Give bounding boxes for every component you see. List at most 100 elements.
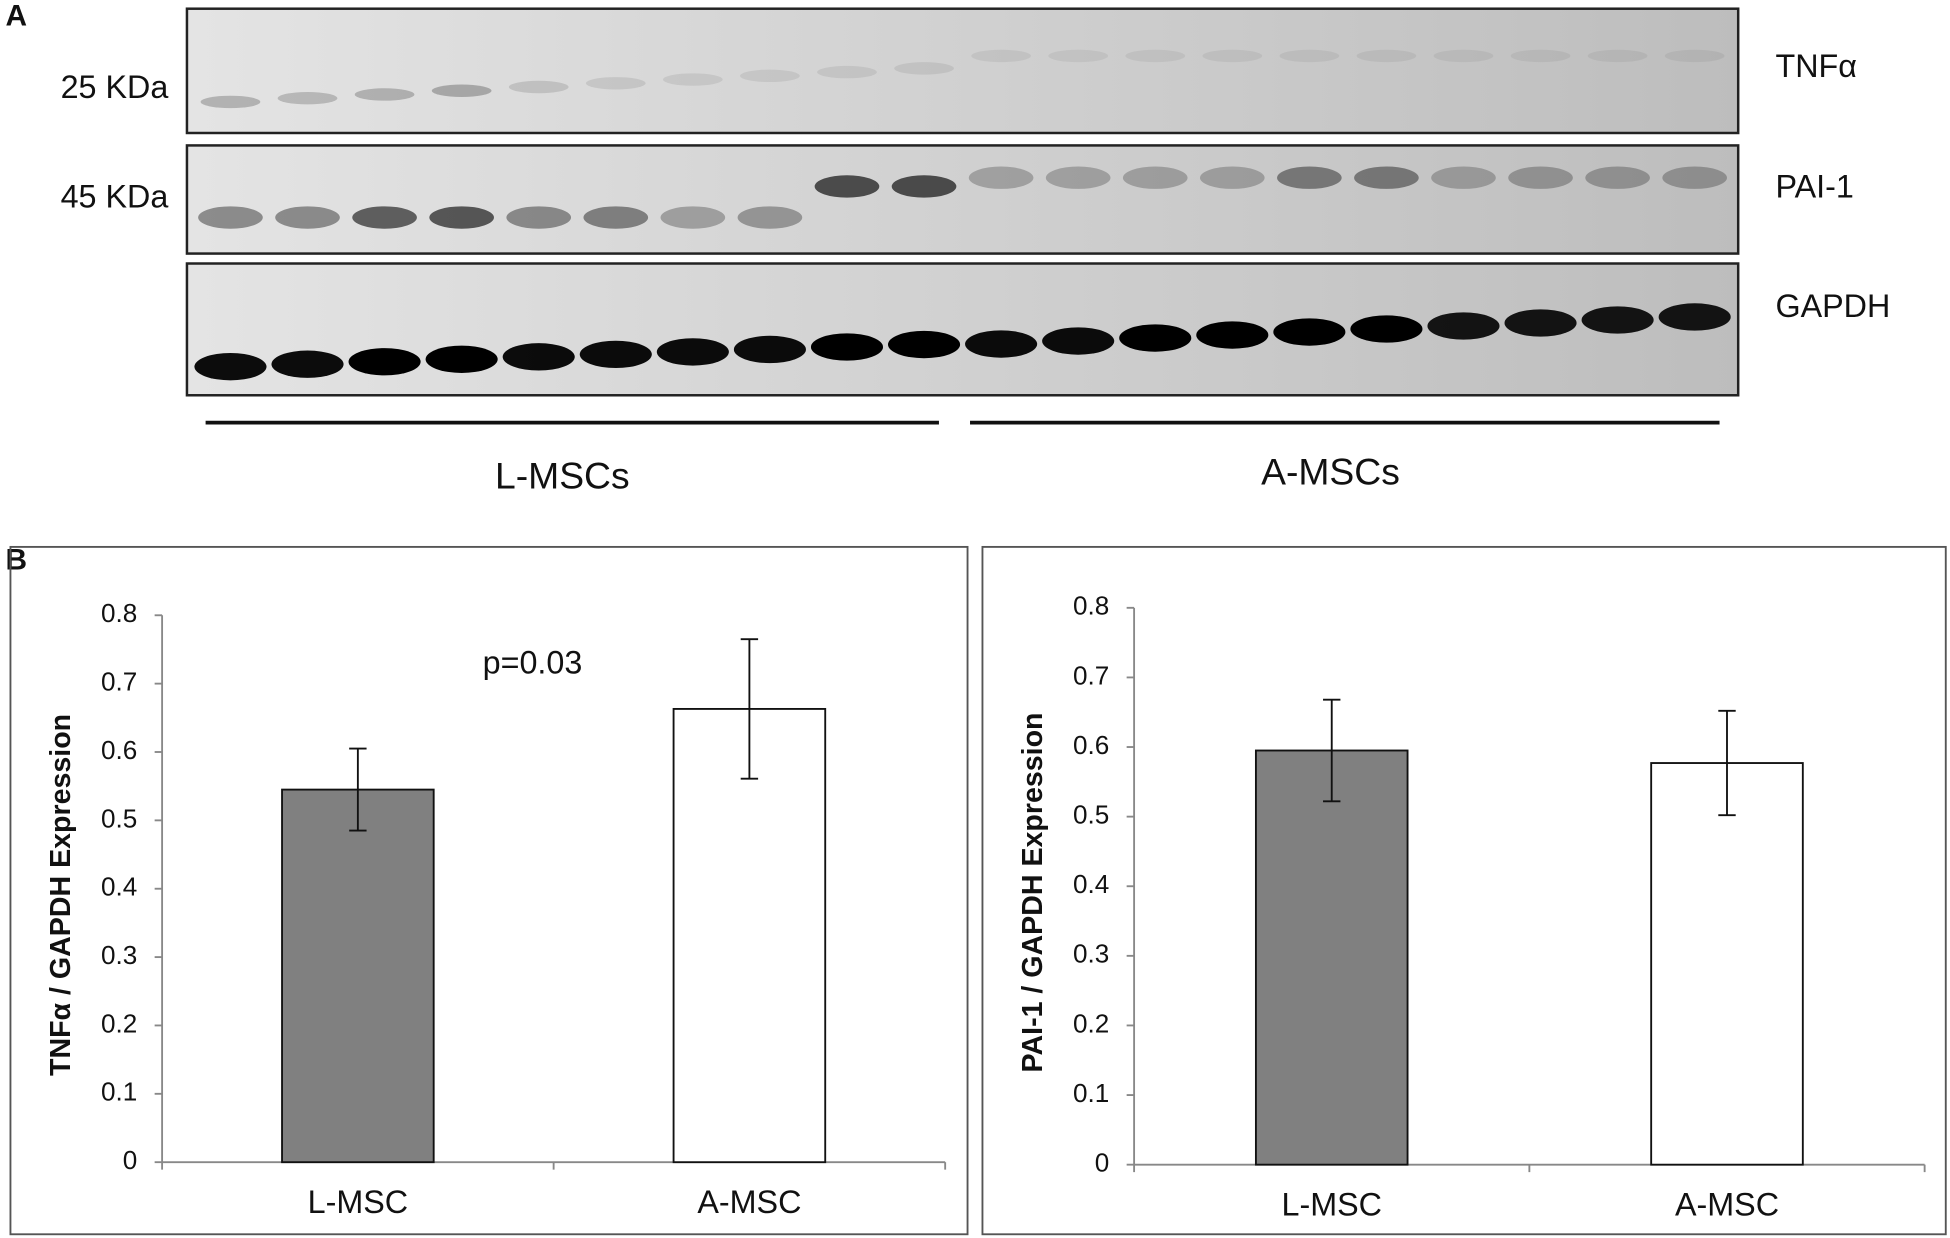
blot-band [1199, 166, 1265, 189]
y-tick-label: 0.7 [101, 667, 137, 697]
chart-frame [9, 545, 969, 1236]
blot-band [1354, 166, 1419, 189]
blot-band [431, 84, 492, 97]
blot-band [275, 206, 340, 229]
blot-band [1125, 49, 1186, 63]
x-tick-label: A-MSC [697, 1184, 801, 1220]
y-tick-label: 0.3 [101, 940, 137, 970]
western-blot [185, 7, 1740, 397]
blot-band [1356, 49, 1417, 63]
blot-band [1196, 321, 1269, 349]
panel-label: A [5, 0, 27, 32]
blot-band [506, 206, 572, 229]
blot-band [1277, 166, 1342, 189]
blot-strip [185, 7, 1740, 135]
blot-band [1119, 324, 1192, 352]
y-axis-label: PAI-1 / GAPDH Expression [1017, 712, 1049, 1072]
blot-band [1587, 49, 1648, 63]
blot-band [1431, 166, 1496, 189]
y-tick-label: 0.2 [1073, 1008, 1109, 1038]
blot-strip [185, 144, 1740, 255]
blot-band [1510, 49, 1571, 63]
blot-band [1279, 49, 1340, 63]
blot-band [965, 330, 1038, 358]
blot-band [1122, 166, 1188, 189]
group-label: L-MSCs [495, 454, 630, 496]
blot-band [887, 330, 961, 359]
blot-band [971, 49, 1031, 63]
y-tick-label: 0 [1095, 1148, 1110, 1178]
blot-band [585, 77, 646, 90]
blot-band [1273, 318, 1346, 346]
blot-band [817, 65, 877, 79]
group-label: A-MSCs [1261, 451, 1400, 493]
bar [672, 707, 827, 1164]
y-tick-label: 0.4 [1073, 869, 1109, 899]
blot-band [348, 348, 421, 376]
y-tick-label: 0.2 [101, 1008, 137, 1038]
marker-label: 25 KDa [61, 69, 169, 105]
blot-band [660, 206, 726, 229]
x-tick-label: L-MSC [1281, 1186, 1382, 1222]
y-tick-label: 0 [123, 1145, 138, 1175]
blot-strip [185, 262, 1740, 397]
blot-band [1427, 312, 1500, 340]
blot-band [1508, 166, 1573, 189]
blot-band [429, 206, 494, 229]
blot-band [352, 206, 417, 229]
x-tick-label: A-MSC [1675, 1186, 1779, 1222]
bar [1254, 749, 1409, 1166]
marker-label: 45 KDa [61, 178, 169, 214]
y-tick-label: 0.5 [101, 803, 137, 833]
blot-band [891, 175, 957, 198]
bar [1650, 762, 1804, 1166]
y-tick-label: 0.5 [1073, 800, 1109, 830]
y-tick-label: 0.6 [101, 735, 137, 765]
blot-band [579, 340, 652, 369]
blot-band [663, 73, 723, 86]
blot-band [1664, 49, 1725, 63]
protein-label: PAI-1 [1775, 168, 1853, 204]
blot-band [1042, 327, 1115, 355]
blot-band [1581, 306, 1654, 334]
blot-band [968, 166, 1034, 189]
blot-band [200, 95, 261, 109]
bar [281, 788, 435, 1164]
blot-band [354, 88, 415, 101]
blot-band [425, 345, 498, 373]
blot-band [1045, 166, 1111, 189]
protein-label: GAPDH [1775, 288, 1890, 324]
blot-band [1433, 49, 1494, 63]
panel-label: B [5, 544, 27, 577]
blot-band [194, 353, 267, 381]
blot-band [814, 175, 880, 198]
blot-band [740, 69, 800, 83]
blot-band [1504, 309, 1577, 337]
chart-frame [981, 545, 1947, 1236]
blot-band [583, 206, 649, 229]
blot-band [508, 80, 569, 94]
blot-band [1658, 303, 1731, 331]
blot-band [1350, 315, 1423, 343]
annotation: p=0.03 [483, 645, 583, 681]
y-tick-label: 0.8 [101, 598, 137, 628]
y-tick-label: 0.3 [1073, 939, 1109, 969]
x-tick-label: L-MSC [308, 1184, 409, 1220]
blot-band [1202, 49, 1263, 63]
y-tick-label: 0.6 [1073, 730, 1109, 760]
blot-band [810, 333, 884, 361]
blot-band [733, 335, 806, 364]
y-tick-label: 0.4 [101, 872, 137, 902]
blot-band [277, 91, 338, 105]
blot-band [1048, 49, 1108, 63]
blot-band [1662, 166, 1727, 189]
blot-band [502, 343, 575, 371]
y-tick-label: 0.1 [101, 1077, 137, 1107]
blot-band [894, 62, 954, 75]
blot-band [198, 206, 263, 229]
protein-label: TNFα [1775, 48, 1856, 84]
y-tick-label: 0.1 [1073, 1078, 1109, 1108]
blot-band [1585, 166, 1650, 189]
blot-band [656, 338, 729, 366]
